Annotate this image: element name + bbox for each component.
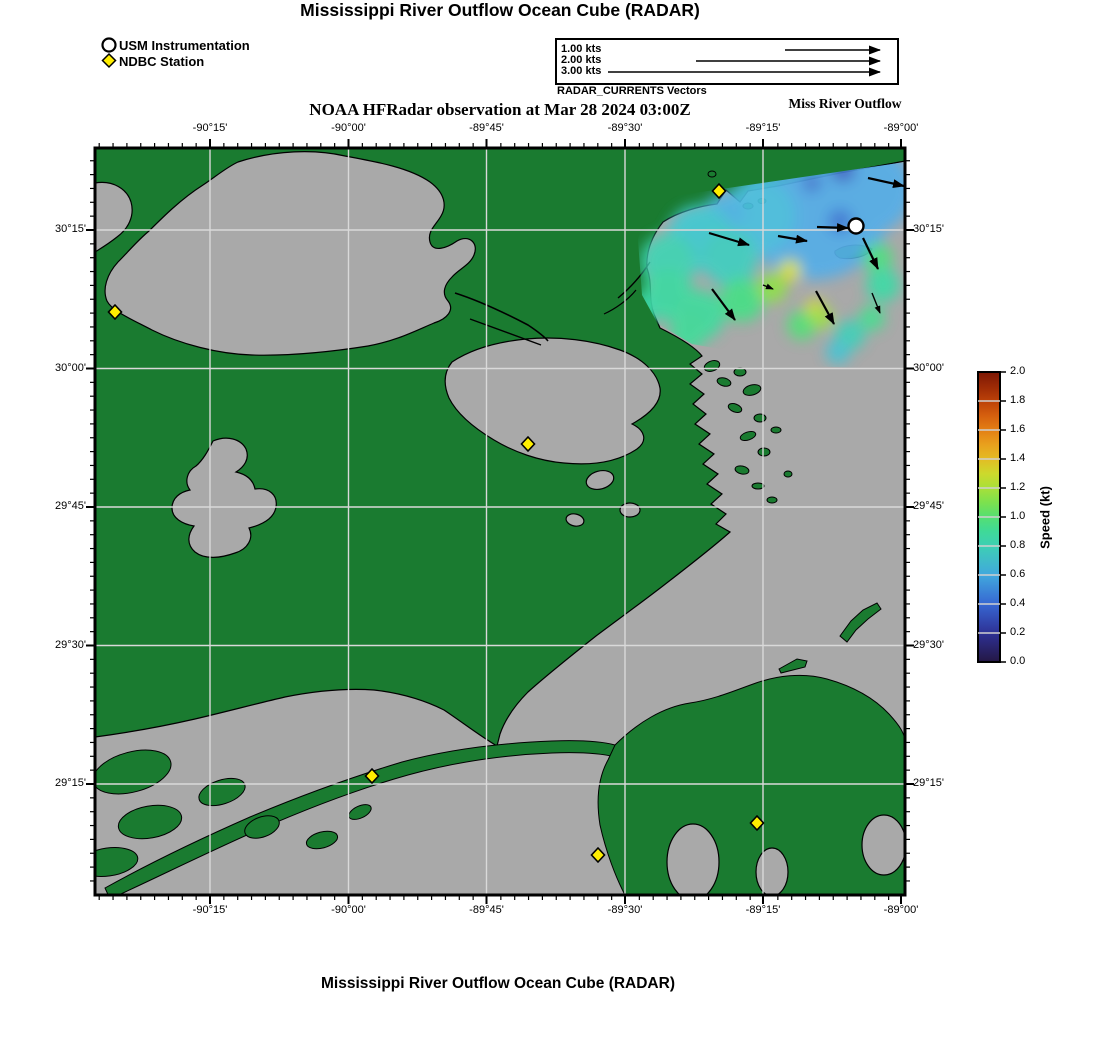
- observation-subtitle: NOAA HFRadar observation at Mar 28 2024 …: [309, 100, 691, 119]
- water-lake-borgne: [444, 337, 661, 465]
- colorbar-tick-label: 1.4: [1010, 452, 1026, 464]
- colorbar-tick-label: 1.0: [1010, 510, 1026, 522]
- lat-tick-label: 30°00': [913, 361, 944, 374]
- lon-tick-label: -89°00': [883, 904, 919, 916]
- lon-tick-label: -89°45': [469, 122, 504, 134]
- lon-tick-label: -89°15': [745, 122, 781, 134]
- lon-tick-label: -90°15': [192, 904, 228, 916]
- ndbc-station-marker: [107, 303, 123, 321]
- colorbar-ticks: [978, 371, 1006, 663]
- lon-tick-label: -90°15': [192, 122, 228, 134]
- lon-tick-label: -89°30': [607, 904, 643, 916]
- ndbc-station-marker: [749, 814, 765, 832]
- vector-scale-label: 1.00 kts: [561, 43, 602, 55]
- land-small-island: [778, 658, 808, 674]
- usm-legend-icon: [101, 37, 117, 53]
- colorbar-tick-label: 1.8: [1010, 394, 1026, 406]
- colorbar-tick-label: 0.8: [1010, 539, 1026, 551]
- lat-tick-label: 29°15': [55, 777, 86, 789]
- water-delta-bay: [755, 847, 789, 895]
- ndbc-station-marker: [711, 182, 727, 200]
- lon-tick-label: -89°15': [745, 904, 781, 916]
- outflow-label: Miss River Outflow: [788, 96, 902, 111]
- ndbc-legend-label: NDBC Station: [119, 53, 205, 69]
- current-vectors: [708, 176, 905, 325]
- lat-tick-label: 29°15': [913, 777, 944, 789]
- usm-legend-label: USM Instrumentation: [119, 37, 250, 53]
- water-lake-pontchartrain: [104, 151, 476, 356]
- vector-scale-arrows: [608, 45, 881, 77]
- colorbar-tick-label: 1.6: [1010, 423, 1026, 435]
- lat-tick-label: 29°45': [913, 500, 944, 512]
- lat-tick-label: 30°15': [55, 223, 86, 235]
- water-delta-bay: [666, 823, 720, 895]
- stations: [107, 182, 865, 864]
- ndbc-station-marker: [520, 435, 536, 453]
- colorbar-title: Speed (kt): [1037, 486, 1053, 549]
- colorbar-tick-label: 1.2: [1010, 481, 1026, 493]
- water-lake-maurepas: [95, 181, 133, 253]
- lon-tick-label: -89°30': [607, 122, 643, 134]
- colorbar-tick-label: 0.0: [1010, 655, 1026, 667]
- colorbar-tick-label: 0.2: [1010, 626, 1026, 638]
- graticule: [95, 148, 905, 895]
- lat-tick-label: 29°30': [913, 638, 944, 651]
- ndbc-station-marker: [364, 767, 380, 785]
- lat-tick-label: 30°00': [55, 361, 86, 374]
- lat-tick-label: 29°45': [55, 500, 86, 512]
- map-area: [95, 148, 905, 895]
- vector-scale-label: 3.00 kts: [561, 65, 602, 77]
- water-small-lake: [171, 437, 277, 558]
- lon-tick-label: -89°00': [883, 122, 919, 134]
- colorbar-tick-label: 0.4: [1010, 597, 1026, 609]
- ndbc-station-marker: [590, 846, 606, 864]
- marsh-patches: [95, 749, 372, 877]
- colorbar-tick-label: 2.0: [1010, 365, 1026, 377]
- ndbc-legend-icon: [101, 52, 117, 69]
- lat-tick-label: 29°30': [55, 638, 86, 651]
- page-title: Mississippi River Outflow Ocean Cube (RA…: [300, 0, 700, 20]
- lat-tick-label: 30°15': [913, 223, 944, 235]
- lon-tick-label: -90°00': [331, 904, 366, 916]
- lon-tick-label: -89°45': [469, 904, 504, 916]
- water-delta-bay: [861, 814, 905, 876]
- vector-scale-caption: RADAR_CURRENTS Vectors: [557, 85, 707, 97]
- lon-tick-label: -90°00': [331, 122, 366, 134]
- usm-instrument-marker: [847, 217, 865, 235]
- colorbar-tick-label: 0.6: [1010, 568, 1026, 580]
- map-frame: [93, 146, 907, 897]
- land-chandeleur-island: [839, 602, 882, 643]
- vector-scale-label: 2.00 kts: [561, 54, 602, 66]
- axis-ticks: [86, 139, 914, 904]
- bottom-title: Mississippi River Outflow Ocean Cube (RA…: [321, 975, 675, 992]
